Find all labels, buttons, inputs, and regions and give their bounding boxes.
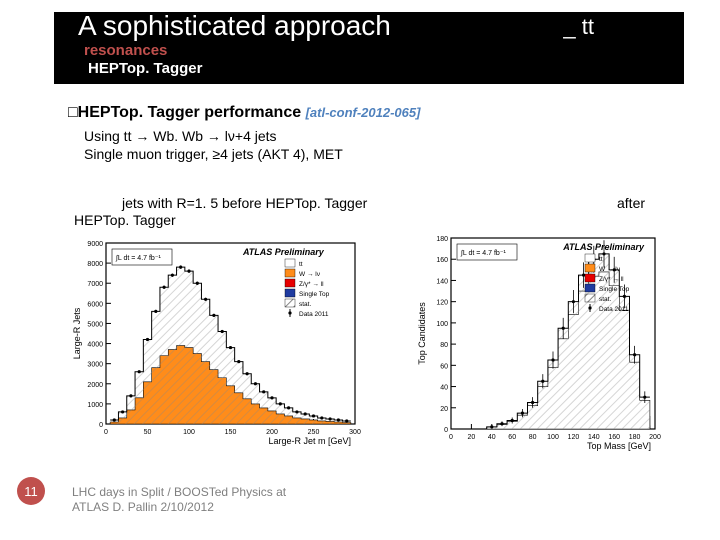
svg-text:Z/γ* → ll: Z/γ* → ll	[599, 276, 624, 283]
svg-text:100: 100	[436, 321, 448, 328]
svg-text:180: 180	[436, 236, 448, 243]
svg-text:160: 160	[436, 257, 448, 264]
svg-text:40: 40	[440, 385, 448, 392]
right-chart-svg: 0 20 40 60 80 100 120 140 160 180 200 0 20 40 60 80 100 1…	[413, 230, 663, 455]
slide-number-badge: 11	[17, 477, 45, 505]
svg-text:tt: tt	[599, 256, 603, 263]
svg-text:100: 100	[183, 429, 195, 436]
svg-text:60: 60	[440, 363, 448, 370]
svg-text:140: 140	[588, 434, 600, 441]
svg-text:W → lν: W → lν	[299, 271, 320, 278]
svg-text:Data 2011: Data 2011	[299, 311, 329, 318]
svg-text:Large-R Jets: Large-R Jets	[72, 307, 82, 359]
section-box: □	[68, 104, 78, 121]
chart-label-right: after	[617, 195, 645, 211]
footer-line2: ATLAS D. Pallin 2/10/2012	[72, 500, 332, 516]
svg-text:0: 0	[444, 427, 448, 434]
svg-text:200: 200	[266, 429, 278, 436]
svg-text:50: 50	[144, 429, 152, 436]
left-chart: 0501001502002503000100020003000400050006…	[68, 235, 363, 450]
slide-number: 11	[24, 484, 38, 499]
left-chart-svg: 0501001502002503000100020003000400050006…	[68, 235, 363, 450]
svg-text:120: 120	[436, 300, 448, 307]
svg-text:120: 120	[568, 434, 580, 441]
svg-text:Single Top: Single Top	[599, 286, 630, 293]
svg-text:stat.: stat.	[299, 301, 311, 308]
svg-text:80: 80	[529, 434, 537, 441]
svg-text:7000: 7000	[87, 281, 103, 288]
svg-text:3000: 3000	[87, 362, 103, 369]
svg-text:160: 160	[608, 434, 620, 441]
svg-text:0: 0	[99, 422, 103, 429]
svg-text:20: 20	[468, 434, 476, 441]
svg-text:300: 300	[349, 429, 361, 436]
header-title: A sophisticated approach	[78, 10, 391, 42]
svg-text:Z/γ* → ll: Z/γ* → ll	[299, 281, 324, 288]
svg-text:Top Mass [GeV]: Top Mass [GeV]	[587, 441, 651, 451]
header-bar: A sophisticated approach resonances HEPT…	[54, 12, 684, 84]
svg-text:Single Top: Single Top	[299, 291, 330, 298]
footer-line1: LHC days in Split / BOOSTed Physics at	[72, 485, 332, 501]
svg-text:140: 140	[436, 278, 448, 285]
svg-text:150: 150	[225, 429, 237, 436]
svg-text:4000: 4000	[87, 342, 103, 349]
svg-text:ATLAS Preliminary: ATLAS Preliminary	[562, 242, 645, 252]
svg-text:Large-R Jet m [GeV]: Large-R Jet m [GeV]	[268, 436, 351, 446]
footer-text: LHC days in Split / BOOSTed Physics at A…	[72, 485, 332, 516]
svg-text:100: 100	[547, 434, 559, 441]
header-tt: _ tt	[563, 14, 594, 40]
chart-label-left: jets with R=1. 5 before HEPTop. Tagger	[122, 195, 367, 211]
svg-text:60: 60	[508, 434, 516, 441]
section-text: HEPTop. Tagger performance	[78, 104, 301, 121]
svg-text:2000: 2000	[87, 382, 103, 389]
header-sub2: HEPTop. Tagger	[88, 60, 202, 77]
desc-line1: Using tt → Wb. Wb → lν+4 jets	[84, 128, 277, 144]
svg-text:W → lν: W → lν	[599, 266, 620, 273]
svg-text:5000: 5000	[87, 321, 103, 328]
svg-text:0: 0	[449, 434, 453, 441]
svg-text:80: 80	[440, 342, 448, 349]
svg-text:∫L dt = 4.7 fb⁻¹: ∫L dt = 4.7 fb⁻¹	[115, 255, 162, 262]
svg-text:tt: tt	[299, 261, 303, 268]
section-ref: [atl-conf-2012-065]	[306, 105, 421, 120]
svg-text:40: 40	[488, 434, 496, 441]
svg-text:9000: 9000	[87, 241, 103, 248]
svg-text:180: 180	[629, 434, 641, 441]
svg-text:8000: 8000	[87, 261, 103, 268]
svg-text:Data 2011: Data 2011	[599, 306, 629, 313]
svg-text:∫L dt = 4.7 fb⁻¹: ∫L dt = 4.7 fb⁻¹	[460, 250, 507, 257]
svg-text:ATLAS Preliminary: ATLAS Preliminary	[242, 247, 325, 257]
header-sub1: resonances	[84, 42, 167, 59]
svg-text:250: 250	[308, 429, 320, 436]
svg-text:Top Candidates: Top Candidates	[417, 302, 427, 365]
section-title: □HEPTop. Tagger performance [atl-conf-20…	[68, 104, 420, 122]
desc-line2: Single muon trigger, ≥4 jets (AKT 4), ME…	[84, 146, 343, 162]
svg-text:stat.: stat.	[599, 296, 611, 303]
svg-text:1000: 1000	[87, 402, 103, 409]
svg-text:0: 0	[104, 429, 108, 436]
right-chart: 0 20 40 60 80 100 120 140 160 180 200 0 20 40 60 80 100 1…	[413, 230, 663, 455]
svg-text:20: 20	[440, 406, 448, 413]
svg-text:6000: 6000	[87, 301, 103, 308]
svg-text:200: 200	[649, 434, 661, 441]
chart-label-left-sub: HEPTop. Tagger	[74, 212, 176, 228]
